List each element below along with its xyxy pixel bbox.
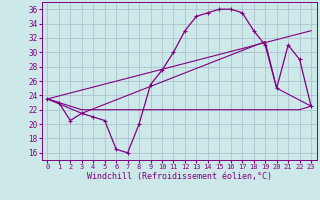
X-axis label: Windchill (Refroidissement éolien,°C): Windchill (Refroidissement éolien,°C) <box>87 172 272 181</box>
